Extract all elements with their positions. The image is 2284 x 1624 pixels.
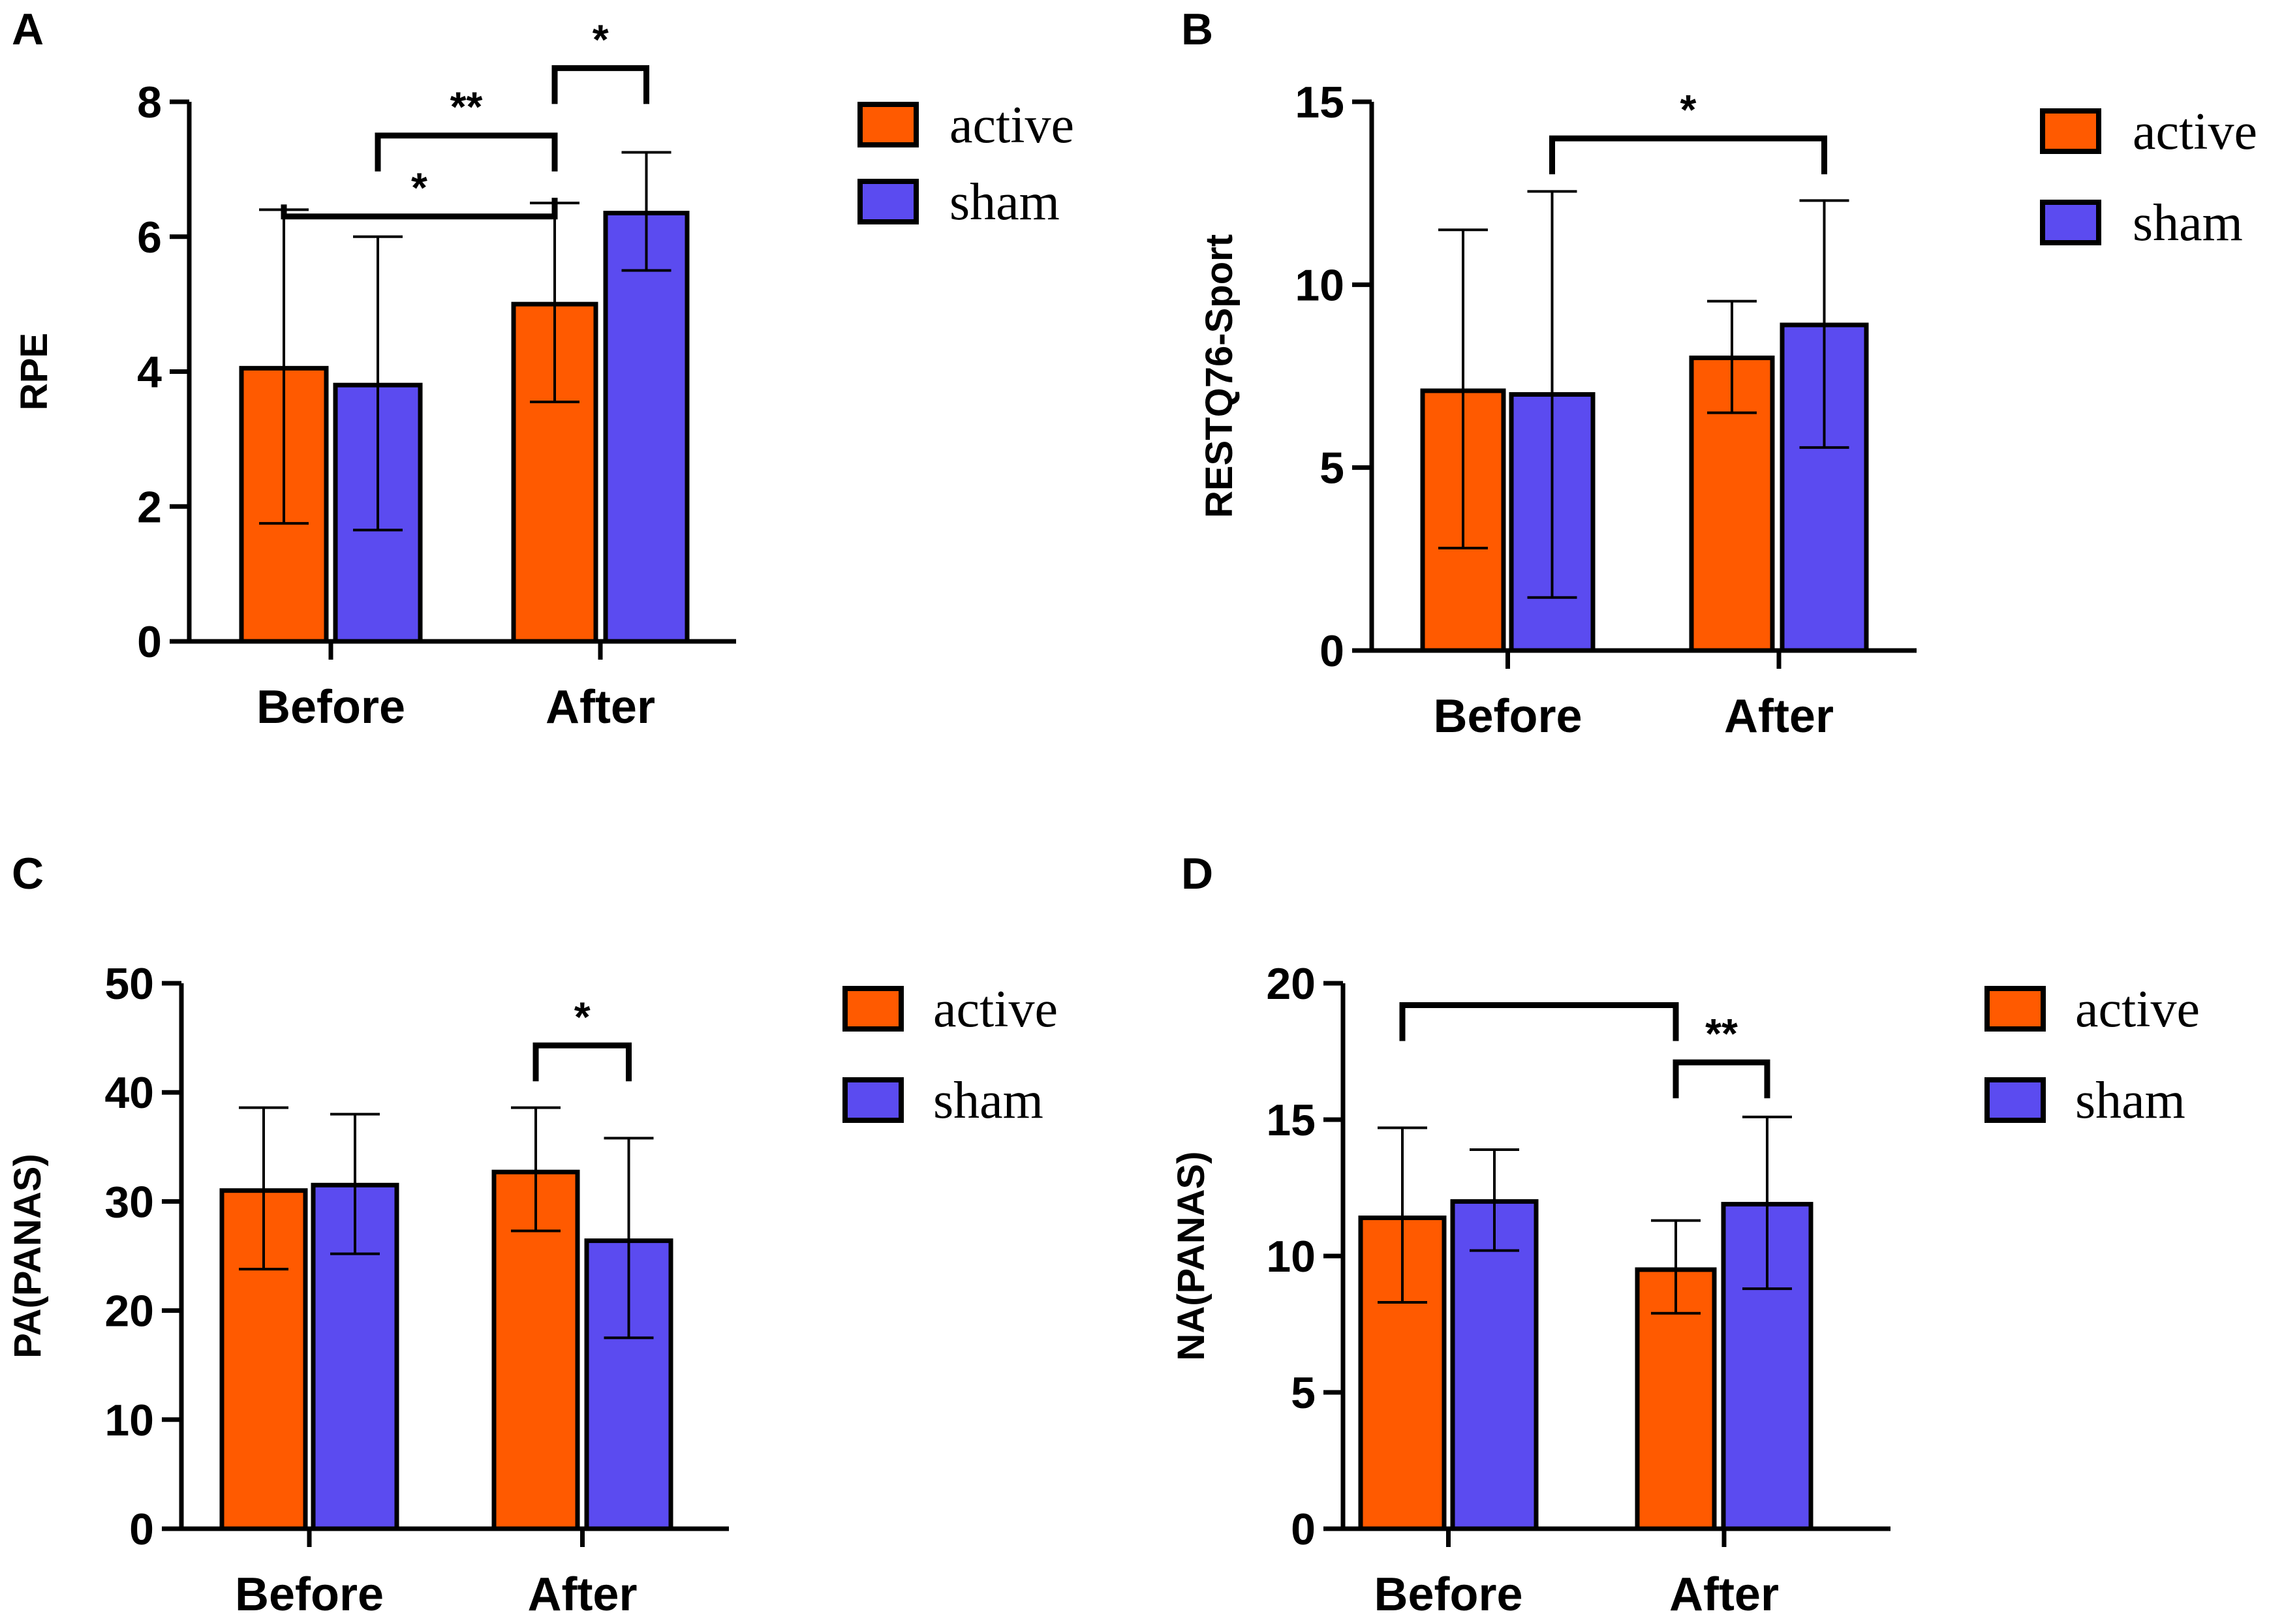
y-tick-label: 50	[104, 959, 154, 1009]
x-tick-label: After	[1669, 1569, 1779, 1621]
legend-swatch-sham	[2040, 200, 2101, 245]
y-axis-label: NA(PANAS)	[1170, 1151, 1212, 1360]
legend-swatch-sham	[857, 179, 919, 224]
x-tick-label: Before	[235, 1569, 384, 1621]
x-tick-label: Before	[1433, 690, 1582, 743]
y-tick-label: 30	[104, 1177, 154, 1227]
significance-bracket	[1399, 1002, 1679, 1041]
y-axis-label: RPE	[13, 333, 55, 410]
legend-label-active: active	[2133, 103, 2257, 161]
x-tick-label: After	[546, 681, 655, 733]
x-tick-label: Before	[1374, 1569, 1522, 1621]
y-tick-label: 5	[1319, 444, 1344, 493]
legend-label-active: active	[933, 981, 1058, 1038]
y-axis-label: PA(PANAS)	[7, 1154, 49, 1358]
panel-D: D 0 5 10 15 20 NA(PANAS) Before After ** active sha…	[1170, 849, 2200, 1621]
y-tick-label: 5	[1291, 1368, 1316, 1418]
significance-label: *	[574, 993, 591, 1040]
y-tick-label: 15	[1295, 78, 1344, 127]
legend-swatch-sham	[1984, 1077, 2046, 1123]
x-tick-label: After	[527, 1569, 637, 1621]
bar-sham-before	[1450, 1199, 1539, 1531]
significance-bracket	[1549, 135, 1827, 175]
legend-swatch-active	[857, 102, 919, 147]
legend-label-sham: sham	[933, 1072, 1043, 1129]
significance-label: *	[411, 164, 427, 211]
legend-swatch-active	[2040, 108, 2101, 154]
legend-swatch-active	[842, 986, 904, 1032]
x-tick-label: After	[1724, 690, 1834, 743]
legend-swatch-active	[1984, 986, 2046, 1032]
legend-label-sham: sham	[2075, 1072, 2185, 1129]
legend-label-active: active	[949, 97, 1074, 154]
panel-letter: C	[12, 849, 44, 898]
legend-label-sham: sham	[949, 174, 1060, 231]
y-tick-label: 10	[1266, 1232, 1316, 1281]
y-tick-label: 15	[1266, 1095, 1316, 1145]
significance-label: *	[593, 16, 609, 63]
significance-label: **	[450, 84, 483, 130]
y-tick-label: 8	[137, 78, 162, 127]
y-tick-label: 6	[137, 213, 162, 262]
significance-bracket	[532, 1042, 632, 1082]
significance-label: **	[1705, 1010, 1738, 1057]
y-tick-label: 40	[104, 1068, 154, 1118]
legend-label-sham: sham	[2133, 194, 2243, 252]
panel-letter: B	[1181, 5, 1213, 54]
panel-letter: A	[12, 5, 44, 54]
significance-bracket	[375, 132, 558, 172]
y-tick-label: 0	[1319, 626, 1344, 676]
y-tick-label: 10	[1295, 260, 1344, 310]
legend-label-active: active	[2075, 981, 2200, 1038]
significance-bracket	[1673, 1059, 1770, 1099]
panel-C: C 0 10 20 30 40 50 PA(PANAS) Before After * active s…	[7, 849, 1058, 1621]
significance-bracket	[551, 65, 649, 104]
bar-active-after	[1635, 1267, 1717, 1531]
significance-label: *	[1680, 86, 1697, 133]
y-tick-label: 0	[129, 1505, 154, 1554]
panel-letter: D	[1181, 849, 1213, 898]
y-tick-label: 20	[1266, 959, 1316, 1009]
y-tick-label: 4	[137, 348, 162, 397]
x-tick-label: Before	[256, 681, 405, 733]
y-axis-label: RESTQ76-Sport	[1198, 234, 1241, 518]
significance-bracket	[281, 198, 558, 220]
y-tick-label: 10	[104, 1396, 154, 1445]
legend-swatch-sham	[842, 1077, 904, 1123]
y-tick-label: 2	[137, 482, 162, 532]
y-tick-label: 0	[1291, 1505, 1316, 1554]
y-tick-label: 0	[137, 617, 162, 667]
panel-B: B 0 5 10 15 RESTQ76-Sport Before After * active sh…	[1181, 5, 2257, 743]
y-tick-label: 20	[104, 1287, 154, 1336]
bar-sham-after	[603, 211, 690, 644]
